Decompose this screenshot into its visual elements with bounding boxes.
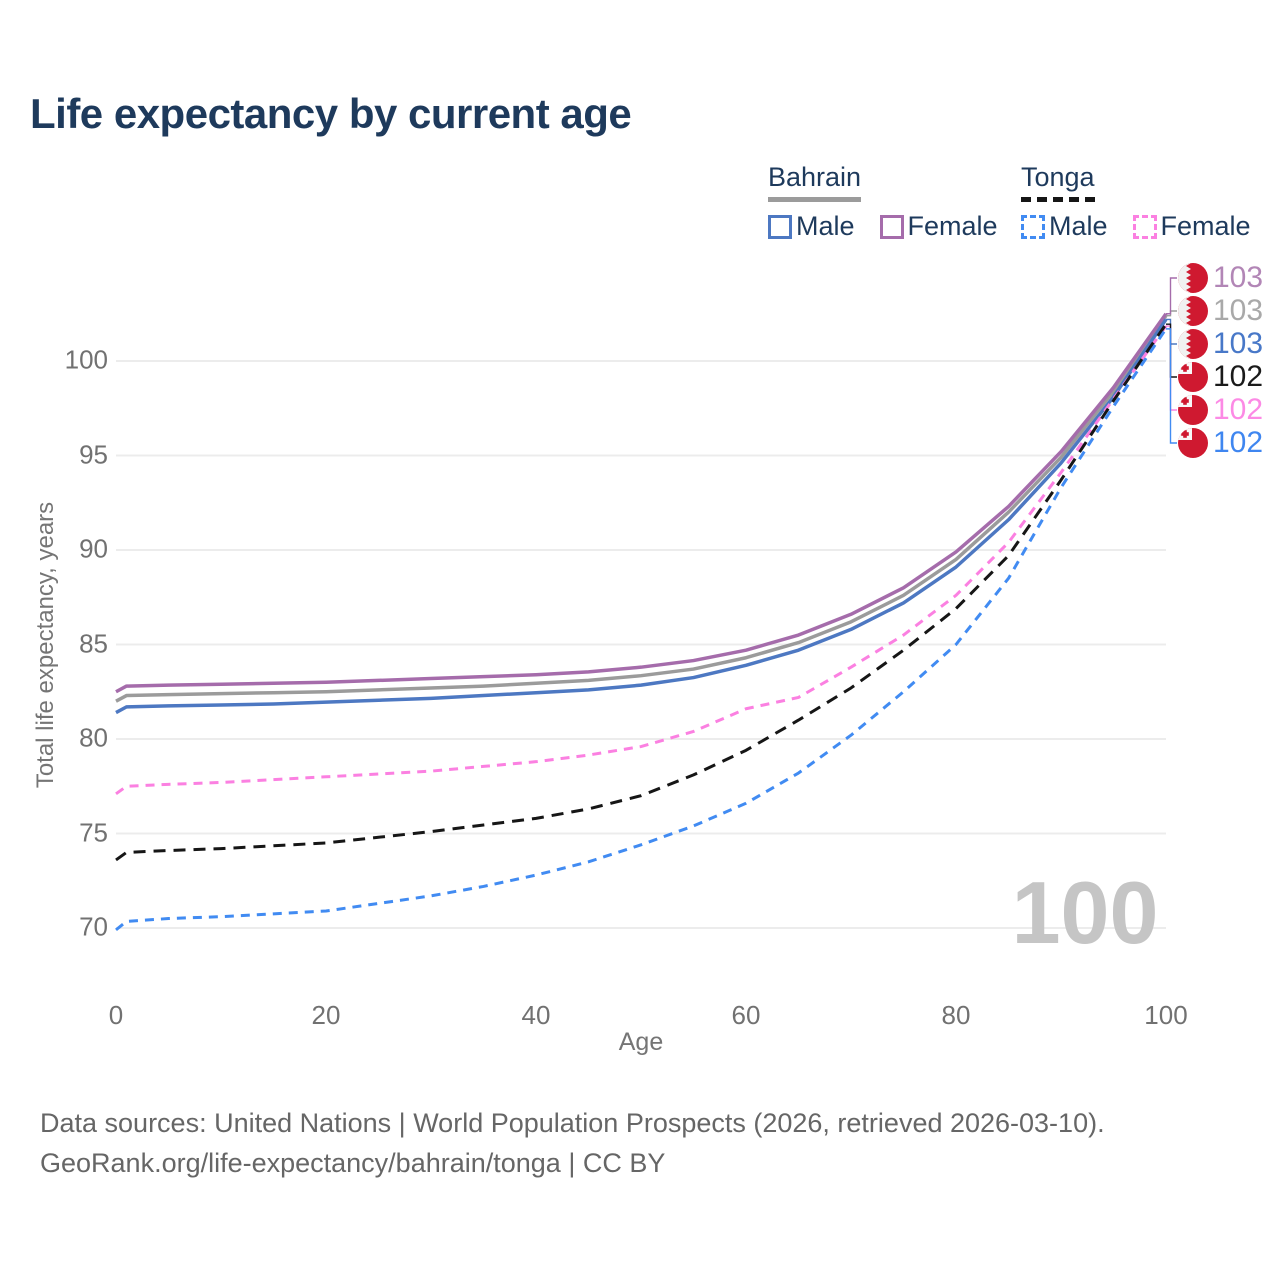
y-tick-label: 70 bbox=[79, 911, 108, 942]
series-line-bahrain-male[interactable] bbox=[115, 318, 1168, 715]
end-value-bahrain-female: 103 bbox=[1178, 261, 1263, 295]
end-value-number: 103 bbox=[1213, 261, 1264, 294]
end-value-bahrain-male: 103 bbox=[1178, 327, 1263, 361]
page-title: Life expectancy by current age bbox=[30, 90, 632, 137]
legend-label: Male bbox=[1049, 211, 1108, 241]
series-line-bahrain-both[interactable] bbox=[115, 314, 1168, 703]
bahrain-male-swatch-icon bbox=[768, 214, 792, 239]
legend-item-tonga-female[interactable]: Female bbox=[1132, 211, 1251, 242]
bahrain-flag-icon bbox=[1178, 329, 1208, 359]
end-value-number: 102 bbox=[1213, 393, 1264, 426]
end-value-number: 103 bbox=[1213, 327, 1264, 360]
series-line-tonga-female[interactable] bbox=[115, 325, 1168, 796]
data-sources-text: Data sources: United Nations | World Pop… bbox=[40, 1108, 1105, 1138]
legend-label: Female bbox=[907, 211, 998, 241]
legend-label: Female bbox=[1160, 211, 1251, 241]
legend-country-bahrain[interactable]: Bahrain bbox=[768, 162, 862, 202]
x-tick-label: 20 bbox=[311, 1000, 341, 1030]
end-value-number: 103 bbox=[1213, 294, 1264, 327]
bahrain-flag-icon bbox=[1178, 263, 1208, 293]
leader-line-tonga-female bbox=[1166, 325, 1177, 411]
x-tick-label: 40 bbox=[521, 1000, 551, 1030]
tonga-flag-icon bbox=[1178, 428, 1208, 458]
bahrain-female-swatch-icon bbox=[879, 214, 904, 239]
leader-line-tonga-male bbox=[1166, 328, 1177, 444]
end-value-number: 102 bbox=[1213, 360, 1264, 393]
bahrain-flag-icon bbox=[1178, 296, 1208, 326]
y-tick-label: 85 bbox=[79, 627, 108, 658]
legend-item-bahrain-female[interactable]: Female bbox=[879, 211, 998, 242]
legend-country-tonga[interactable]: Tonga bbox=[1021, 162, 1095, 202]
leader-line-bahrain-male bbox=[1166, 318, 1177, 345]
x-tick-label: 100 bbox=[1144, 1000, 1188, 1030]
y-tick-label: 95 bbox=[79, 438, 108, 469]
x-tick-label: 80 bbox=[941, 1000, 971, 1030]
attribution-link-text[interactable]: GeoRank.org/life-expectancy/bahrain/tong… bbox=[40, 1148, 666, 1178]
legend-group-tonga: Tonga Male Female bbox=[1021, 162, 1251, 242]
end-value-bahrain-both: 103 bbox=[1178, 294, 1263, 328]
end-value-tonga-both: 102 bbox=[1178, 360, 1263, 394]
legend-group-bahrain: Bahrain Male Female bbox=[768, 162, 998, 242]
legend-item-tonga-male[interactable]: Male bbox=[1021, 211, 1108, 242]
y-tick-label: 80 bbox=[79, 722, 108, 753]
tonga-flag-icon bbox=[1178, 362, 1208, 392]
leader-line-bahrain-female bbox=[1166, 277, 1177, 315]
end-value-number: 102 bbox=[1213, 426, 1264, 459]
legend-label: Male bbox=[796, 211, 855, 241]
y-tick-label: 100 bbox=[64, 344, 108, 375]
legend-item-bahrain-male[interactable]: Male bbox=[768, 211, 855, 242]
series-line-bahrain-female[interactable] bbox=[115, 312, 1168, 694]
tonga-female-swatch-icon bbox=[1132, 214, 1157, 239]
end-value-tonga-male: 102 bbox=[1178, 426, 1263, 460]
leader-line-tonga-both bbox=[1166, 323, 1177, 378]
x-tick-label: 60 bbox=[731, 1000, 761, 1030]
y-tick-label: 90 bbox=[79, 533, 108, 564]
x-axis-title: Age bbox=[618, 1028, 664, 1056]
x-tick-label: 0 bbox=[108, 1000, 124, 1030]
y-tick-label: 75 bbox=[79, 816, 108, 847]
end-value-tonga-female: 102 bbox=[1178, 393, 1263, 427]
series-line-tonga-male[interactable] bbox=[115, 328, 1168, 932]
age-counter-watermark: 100 bbox=[1011, 863, 1159, 962]
series-line-tonga-both[interactable] bbox=[115, 323, 1168, 862]
tonga-male-swatch-icon bbox=[1021, 214, 1045, 239]
tonga-flag-icon bbox=[1178, 395, 1208, 425]
